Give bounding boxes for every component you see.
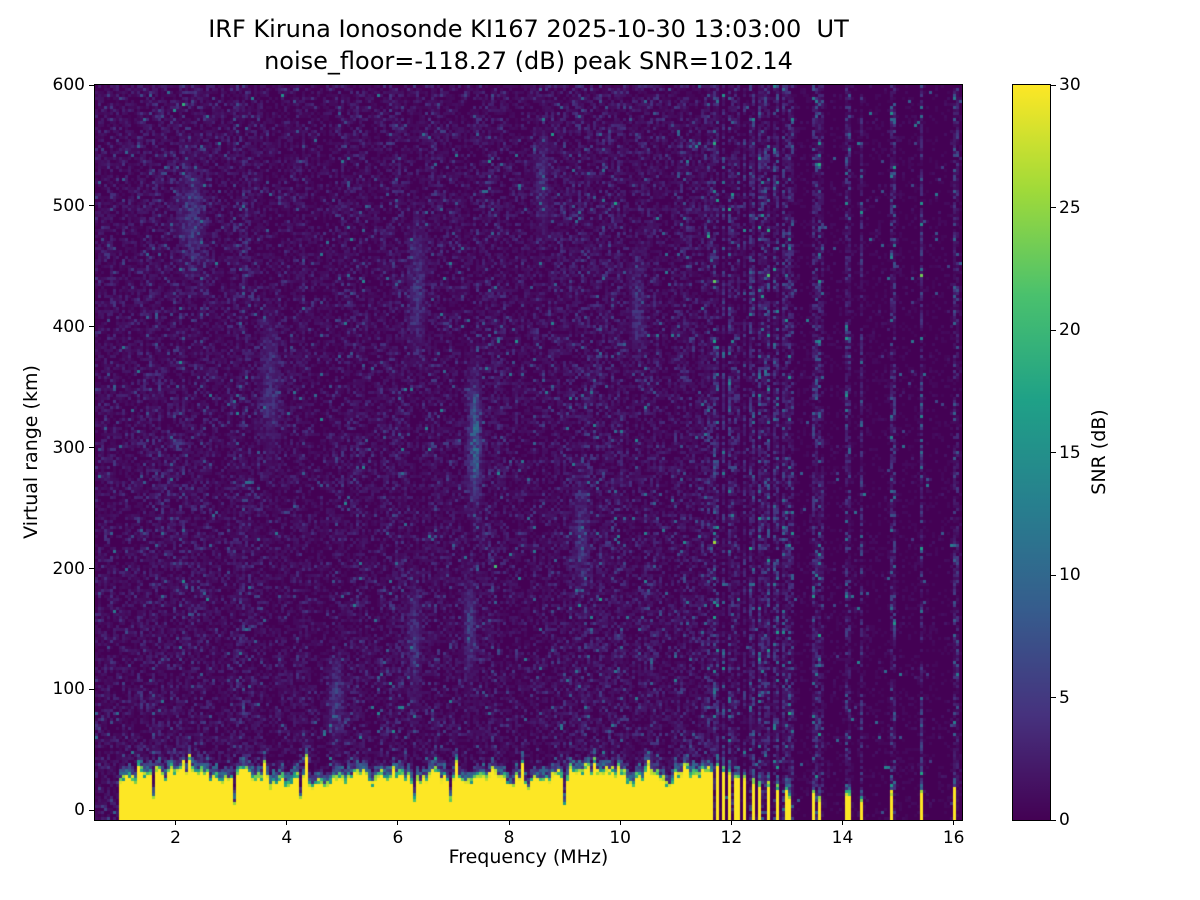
x-tick-label: 2 (170, 828, 181, 848)
x-tick-label: 16 (942, 828, 965, 848)
colorbar-tick-label: 30 (1059, 75, 1081, 95)
x-tick-mark (619, 821, 621, 825)
x-tick-label: 4 (281, 828, 293, 848)
x-tick-mark (508, 821, 510, 825)
colorbar-tick-label: 10 (1059, 565, 1081, 585)
colorbar-tick-mark (1051, 329, 1056, 331)
colorbar-gradient (1013, 85, 1050, 820)
colorbar-tick-label: 5 (1059, 687, 1070, 708)
x-tick-mark (175, 821, 177, 825)
y-tick-mark (89, 326, 94, 328)
colorbar-tick-mark (1051, 84, 1056, 86)
y-tick-mark (89, 205, 94, 207)
colorbar-tick-mark (1051, 574, 1056, 576)
y-tick-label: 100 (52, 679, 85, 700)
x-tick-mark (730, 821, 732, 825)
plot-area (94, 84, 963, 821)
y-tick-label: 0 (74, 800, 85, 821)
y-tick-label: 600 (52, 75, 85, 95)
chart-title: IRF Kiruna Ionosonde KI167 2025-10-30 13… (208, 15, 849, 43)
colorbar-tick-label: 15 (1059, 442, 1081, 463)
chart-subtitle: noise_floor=-118.27 (dB) peak SNR=102.14 (264, 47, 793, 75)
colorbar-tick-label: 0 (1059, 810, 1070, 830)
x-tick-mark (953, 821, 955, 825)
y-tick-mark (89, 568, 94, 570)
colorbar-tick-mark (1051, 819, 1056, 821)
x-tick-label: 10 (609, 828, 631, 848)
ionogram-heatmap-canvas (95, 85, 962, 820)
x-tick-mark (397, 821, 399, 825)
y-tick-label: 300 (52, 437, 85, 458)
colorbar-tick-label: 20 (1059, 320, 1081, 340)
y-tick-mark (89, 447, 94, 449)
y-tick-mark (89, 84, 94, 86)
colorbar-tick-mark (1051, 207, 1056, 208)
y-tick-label: 200 (52, 558, 85, 579)
x-tick-label: 8 (503, 828, 515, 848)
x-tick-mark (842, 821, 843, 825)
y-tick-label: 500 (52, 195, 85, 216)
x-axis-label: Frequency (MHz) (448, 846, 609, 868)
x-tick-mark (286, 821, 288, 825)
y-tick-label: 400 (52, 316, 85, 337)
x-tick-label: 12 (720, 828, 743, 848)
colorbar-tick-label: 25 (1059, 197, 1081, 218)
colorbar-tick-mark (1051, 452, 1056, 453)
colorbar (1012, 84, 1051, 821)
colorbar-tick-mark (1051, 697, 1056, 698)
x-tick-label: 14 (831, 828, 854, 848)
x-tick-label: 6 (392, 828, 404, 848)
y-tick-mark (89, 809, 94, 811)
y-tick-mark (89, 688, 94, 690)
